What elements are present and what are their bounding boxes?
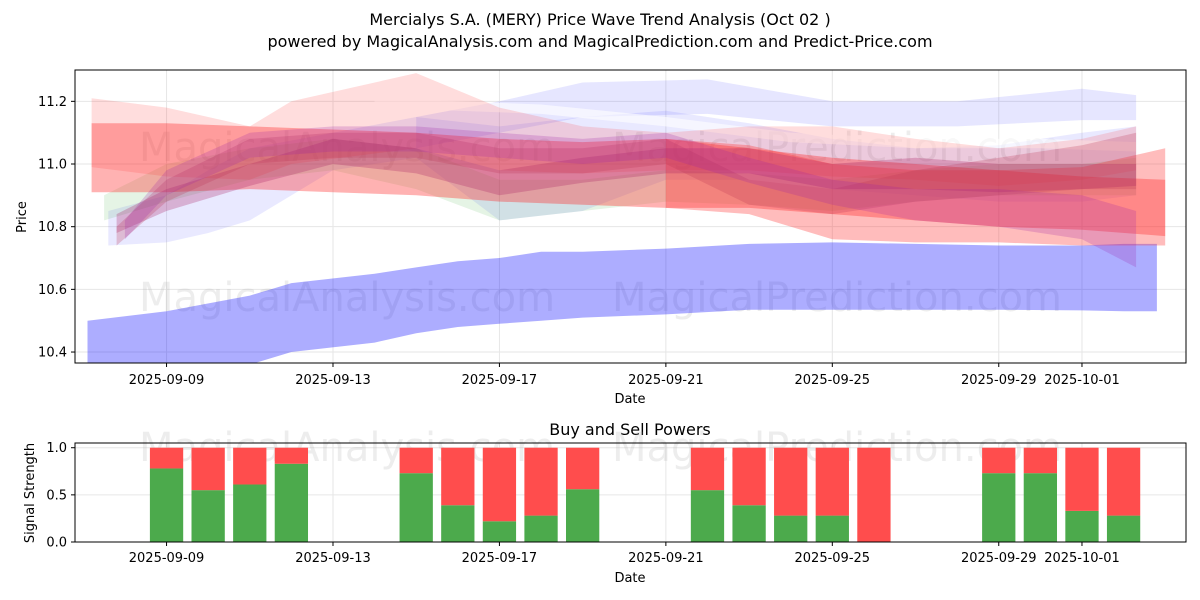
y-tick-label: 0.0 <box>46 536 67 551</box>
buy-bar <box>774 515 808 542</box>
sell-bar <box>399 447 433 474</box>
sell-bar <box>732 447 766 506</box>
signal-x-axis-label: Date <box>614 571 645 586</box>
buy-bar <box>690 490 725 542</box>
sell-bar <box>857 447 891 542</box>
x-tick-label: 2025-09-09 <box>129 551 205 566</box>
buy-bar <box>1106 515 1141 542</box>
purple-band-1 <box>116 138 1137 233</box>
x-tick-label: 2025-10-01 <box>1044 551 1120 566</box>
purple-band-2 <box>116 132 1137 246</box>
watermark-text: MagicalAnalysis.com <box>139 275 555 321</box>
blue-band-top <box>416 79 1137 149</box>
buy-bar <box>566 489 600 542</box>
sell-bar <box>191 447 225 491</box>
buy-bar <box>233 484 267 542</box>
price-y-axis-label: Price <box>15 201 30 233</box>
price-x-axis-label: Date <box>614 392 645 407</box>
signal-chart-title: Buy and Sell Powers <box>549 420 711 439</box>
x-tick-label: 2025-09-17 <box>462 551 538 566</box>
sell-bar <box>149 447 184 469</box>
x-tick-label: 2025-09-29 <box>961 551 1037 566</box>
price-chart-grid <box>75 70 1186 363</box>
x-tick-label: 2025-09-29 <box>961 373 1037 388</box>
x-tick-label: 2025-09-13 <box>295 373 371 388</box>
sell-bar <box>566 447 600 490</box>
buy-bar <box>399 473 433 542</box>
signal-chart: Buy and Sell Powers MagicalAnalysis.com … <box>23 420 1187 586</box>
sell-bar <box>1065 447 1099 511</box>
buy-bar <box>524 515 558 542</box>
x-tick-label: 2025-09-17 <box>462 373 538 388</box>
buy-bar <box>441 505 475 542</box>
x-tick-label: 2025-09-13 <box>295 551 371 566</box>
main-chart-subtitle: powered by MagicalAnalysis.com and Magic… <box>267 32 932 51</box>
y-tick-label: 11.2 <box>38 95 67 110</box>
y-tick-label: 1.0 <box>46 441 67 456</box>
buy-bar <box>191 490 225 542</box>
x-tick-label: 2025-09-21 <box>628 373 704 388</box>
sell-bar <box>690 447 725 491</box>
price-chart-frame <box>74 69 1187 364</box>
sell-bar <box>233 447 267 485</box>
x-tick-label: 2025-09-09 <box>129 373 205 388</box>
signal-y-axis-label: Signal Strength <box>23 443 38 543</box>
buy-bar <box>274 463 309 542</box>
signal-chart-frame <box>74 442 1187 543</box>
buy-bar <box>1065 510 1099 542</box>
signal-x-axis: 2025-09-09 2025-09-13 2025-09-17 2025-09-21… <box>129 542 1120 566</box>
red-band-lower-fan <box>665 138 1166 246</box>
y-tick-label: 0.5 <box>46 488 67 503</box>
y-tick-label: 10.4 <box>38 346 67 361</box>
sell-bar <box>1023 447 1058 474</box>
sell-bar <box>1106 447 1141 516</box>
buy-bar <box>149 468 184 542</box>
price-chart: MagicalAnalysis.com MagicalPrediction.co… <box>15 69 1187 407</box>
price-x-axis: 2025-09-09 2025-09-13 2025-09-17 2025-09-21… <box>129 363 1120 388</box>
watermark-text: MagicalPrediction.com <box>612 275 1062 321</box>
sell-bar <box>815 447 849 516</box>
buy-bar <box>815 515 849 542</box>
x-tick-label: 2025-09-25 <box>795 551 871 566</box>
y-tick-label: 10.8 <box>38 220 67 235</box>
price-y-axis: 10.4 10.6 10.8 11.0 11.2 <box>38 95 75 361</box>
buy-bar <box>732 505 766 542</box>
white-band <box>374 98 1137 152</box>
sell-bar <box>441 447 475 506</box>
sell-bar <box>274 447 309 464</box>
sell-bar <box>482 447 517 522</box>
signal-y-axis: 0.0 0.5 1.0 <box>46 441 75 551</box>
x-tick-label: 2025-10-01 <box>1044 373 1120 388</box>
lower-blue-band <box>87 242 1157 363</box>
y-tick-label: 10.6 <box>38 283 67 298</box>
buy-bar <box>482 521 517 542</box>
buy-bar <box>982 473 1016 542</box>
sell-bar <box>774 447 808 516</box>
red-band-upper-wide <box>91 73 1137 186</box>
purple-band-3 <box>124 126 1137 268</box>
x-tick-label: 2025-09-25 <box>795 373 871 388</box>
watermark-text: MagicalAnalysis.com <box>139 125 555 171</box>
sell-bar <box>982 447 1016 474</box>
green-band <box>104 138 1137 221</box>
red-band-main <box>91 123 1166 237</box>
x-tick-label: 2025-09-21 <box>628 551 704 566</box>
main-chart-title: Mercialys S.A. (MERY) Price Wave Trend A… <box>369 10 830 29</box>
y-tick-label: 11.0 <box>38 158 67 173</box>
price-wave-bands <box>87 73 1166 363</box>
sell-bar <box>524 447 558 516</box>
signal-bars <box>149 447 1141 542</box>
buy-bar <box>1023 473 1058 542</box>
